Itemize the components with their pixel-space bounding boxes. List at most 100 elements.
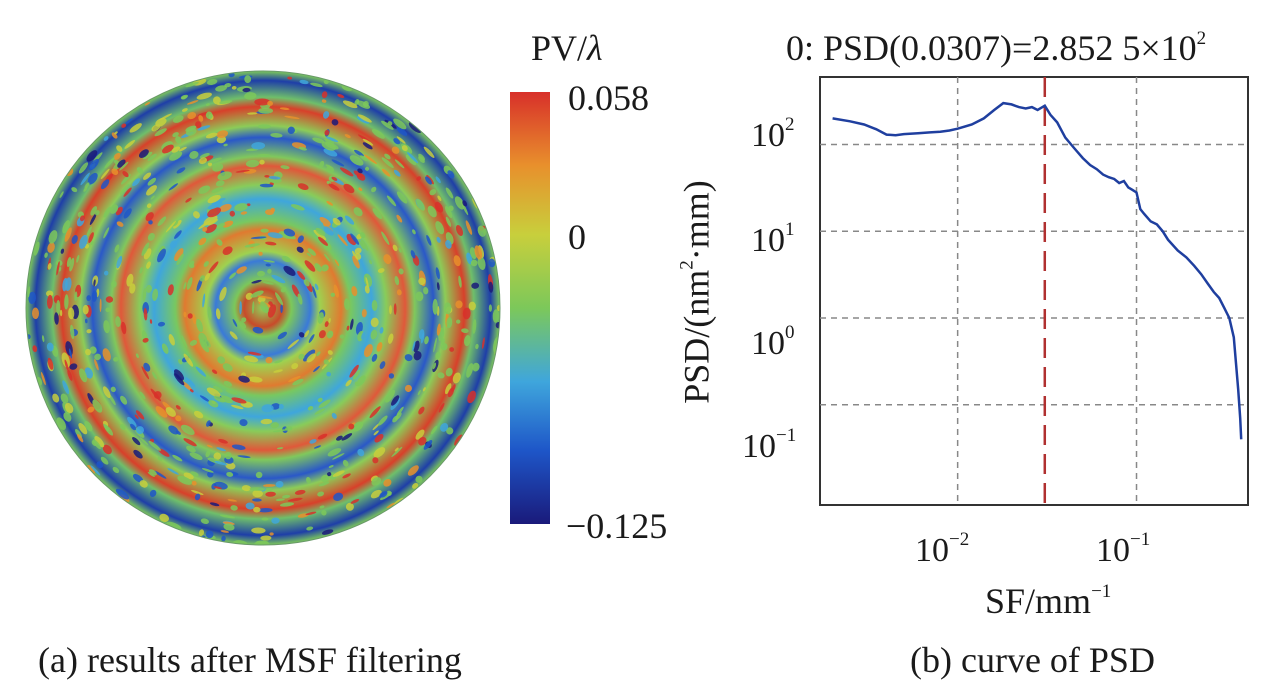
surface-speckle	[298, 332, 305, 338]
surface-speckle	[342, 459, 349, 467]
surface-speckle	[86, 150, 98, 162]
surface-speckle	[321, 529, 334, 535]
surface-speckle	[32, 345, 38, 353]
surface-speckle	[248, 376, 263, 383]
surface-speckle	[379, 361, 386, 370]
surface-speckle	[323, 148, 338, 157]
surface-speckle	[132, 473, 144, 483]
surface-speckle	[198, 157, 207, 165]
surface-speckle	[291, 284, 300, 298]
surface-speckle	[132, 178, 141, 187]
colorbar-zero-label: 0	[568, 217, 586, 257]
surface-speckle	[185, 377, 196, 387]
surface-speckle	[85, 348, 91, 356]
surface-speckle	[103, 423, 110, 432]
surface-speckle	[183, 438, 197, 447]
surface-speckle	[362, 138, 374, 146]
surface-speckle	[224, 83, 232, 88]
surface-speckle	[321, 99, 327, 103]
surface-speckle	[47, 357, 54, 370]
surface-speckle	[396, 191, 408, 204]
surface-speckle	[183, 281, 187, 290]
surface-speckle	[219, 395, 233, 404]
surface-speckle	[127, 416, 137, 428]
surface-speckle	[342, 473, 351, 479]
surface-speckle	[173, 219, 182, 229]
surface-speckle	[454, 434, 463, 446]
surface-speckle	[418, 277, 426, 285]
surface-speckle	[307, 248, 316, 256]
surface-speckle	[239, 419, 248, 427]
surface-speckle	[56, 261, 60, 276]
caption-b: (b) curve of PSD	[910, 640, 1155, 680]
surface-speckle	[129, 283, 136, 294]
surface-speckle	[423, 146, 435, 159]
surface-speckle	[470, 259, 478, 267]
surface-speckle	[66, 257, 72, 267]
surface-speckle	[280, 286, 287, 293]
surface-speckle	[211, 186, 224, 193]
surface-speckle	[205, 111, 213, 120]
surface-speckle	[62, 380, 70, 395]
surface-speckle	[123, 208, 132, 219]
surface-speckle	[216, 447, 226, 452]
surface-speckle	[231, 404, 244, 410]
surface-speckle	[88, 232, 94, 244]
surface-speckle	[90, 241, 94, 246]
surface-speckle	[143, 307, 148, 321]
surface-speckle	[372, 208, 383, 220]
surface-speckle	[202, 226, 208, 232]
surface-speckle	[267, 268, 272, 274]
surface-speckle	[236, 266, 247, 274]
surface-speckle	[330, 440, 337, 445]
surface-speckle	[213, 452, 222, 461]
surface-speckle	[205, 224, 217, 234]
surface-speckle	[216, 135, 227, 144]
surface-speckle	[46, 342, 54, 352]
surface-speckle	[239, 321, 247, 329]
surface-speckle	[262, 281, 274, 285]
surface-speckle	[327, 350, 333, 355]
surface-speckle	[60, 393, 69, 404]
surface-speckle	[205, 132, 218, 139]
surface-speckle	[327, 472, 332, 477]
surface-speckle	[220, 530, 230, 533]
msf-result-panel: PV/λ 0.058 0 −0.125 (a) results after MS…	[25, 30, 667, 678]
surface-speckle	[394, 275, 400, 286]
surface-speckle	[222, 220, 234, 228]
xtick-label: 10−2	[915, 529, 970, 569]
surface-speckle	[410, 250, 416, 259]
surface-speckle	[68, 307, 75, 320]
surface-speckle	[218, 438, 228, 444]
surface-speckle	[111, 132, 118, 139]
surface-speckle	[383, 254, 392, 265]
surface-speckle	[362, 100, 369, 108]
surface-speckle	[354, 149, 364, 157]
surface-speckle	[379, 491, 388, 498]
surface-speckle	[354, 98, 360, 106]
surface-speckle	[312, 137, 325, 144]
surface-speckle	[208, 261, 219, 274]
surface-speckle	[190, 471, 199, 477]
surface-speckle	[371, 300, 378, 311]
surface-speckle	[477, 225, 486, 237]
surface-speckle	[304, 330, 310, 338]
surface-speckle	[357, 168, 363, 174]
surface-speckle	[191, 489, 204, 496]
surface-speckle	[422, 387, 426, 392]
surface-speckle	[361, 332, 365, 340]
surface-speckle	[362, 142, 373, 150]
surface-speckle	[187, 112, 197, 120]
surface-speckle	[331, 412, 337, 419]
surface-speckle	[62, 277, 68, 292]
surface-speckle	[259, 159, 265, 165]
surface-speckle	[102, 444, 112, 455]
surface-speckle	[344, 298, 350, 311]
surface-speckle	[396, 289, 402, 296]
surface-speckle	[436, 323, 441, 336]
surface-speckle	[297, 183, 309, 190]
surface-speckle	[130, 423, 137, 431]
surface-speckle	[206, 79, 218, 85]
surface-speckle	[346, 233, 357, 246]
surface-speckle	[102, 348, 111, 362]
